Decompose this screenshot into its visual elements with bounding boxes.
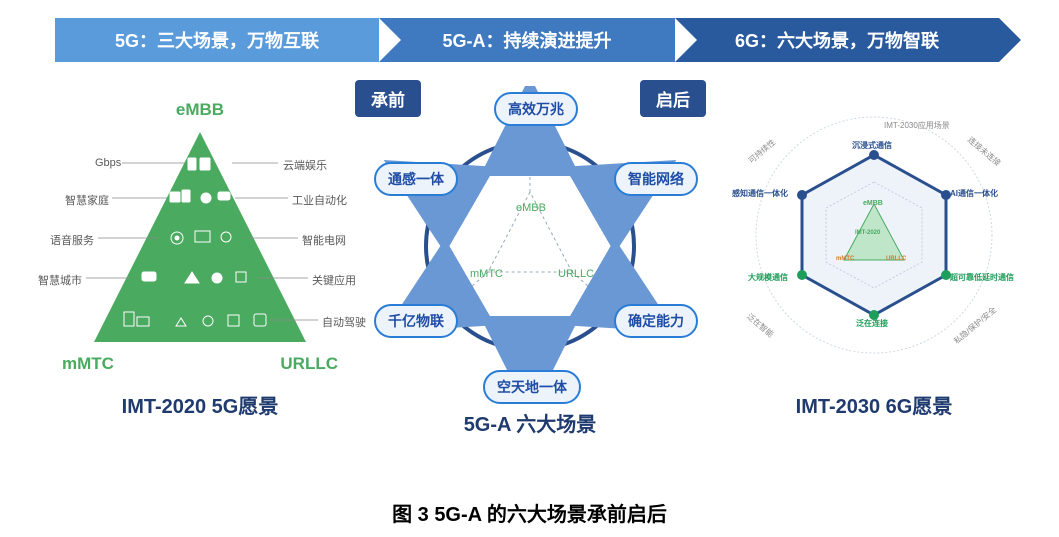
panel-5g-title: IMT-2020 5G愿景 <box>30 390 370 419</box>
figure-caption: 图 3 5G-A 的六大场景承前启后 <box>0 498 1059 527</box>
inner-mmtc: mMTC <box>470 268 503 280</box>
label-city: 智慧城市 <box>38 272 82 288</box>
panel-5g: eMBB mMTC URLLC Gbps 智慧家庭 语音服务 智慧城市 云端娱乐… <box>30 100 370 440</box>
arrow-banners: 5G：三大场景，万物互联5G-A：持续演进提升6G：六大场景，万物智联 <box>55 18 1015 62</box>
arrow-0: 5G：三大场景，万物互联 <box>55 18 379 62</box>
label-grid: 智能电网 <box>302 232 346 248</box>
arrow-1: 5G-A：持续演进提升 <box>379 18 675 62</box>
arrow-2: 6G：六大场景，万物智联 <box>675 18 999 62</box>
panel-6g-title: IMT-2030 6G愿景 <box>724 390 1024 419</box>
label-voice: 语音服务 <box>50 232 94 248</box>
hv-bl: 大规模通信 <box>748 272 788 283</box>
label-auto: 自动驾驶 <box>322 314 366 330</box>
hv-top: 沉浸式通信 <box>852 140 892 151</box>
capsule-tr: 智能网络 <box>614 162 698 196</box>
outer-ring-label: IMT-2030应用场景 <box>884 120 950 131</box>
hv-tl: 感知通信一体化 <box>732 188 788 199</box>
panel-6g: 沉浸式通信 AI通信一体化 超可靠低延时通信 泛在连接 大规模通信 感知通信一体… <box>724 100 1024 440</box>
inner-urllc-6g: URLLC <box>886 256 906 262</box>
hv-tr: AI通信一体化 <box>950 188 998 199</box>
label-critical: 关键应用 <box>312 272 356 288</box>
label-industrial: 工业自动化 <box>292 192 347 208</box>
inner-embb-6g: eMBB <box>863 200 883 207</box>
capsule-br: 确定能力 <box>614 304 698 338</box>
panel-5ga: eMBB mMTC URLLC 高效万兆 智能网络 确定能力 空天地一体 千亿物… <box>370 86 690 446</box>
capsule-bl: 千亿物联 <box>374 304 458 338</box>
circle-svg <box>370 86 690 396</box>
inner-mmtc-6g: mMTC <box>836 256 854 262</box>
inner-embb: eMBB <box>516 202 546 214</box>
hv-bottom: 泛在连接 <box>856 318 888 329</box>
capsule-bottom: 空天地一体 <box>483 370 581 404</box>
inner-urllc: URLLC <box>558 268 594 280</box>
label-cloud: 云端娱乐 <box>283 157 327 173</box>
inner-imt-6g: IMT-2020 <box>855 230 880 236</box>
label-home: 智慧家庭 <box>65 192 109 208</box>
capsule-top: 高效万兆 <box>494 92 578 126</box>
label-gbps: Gbps <box>95 157 121 169</box>
hv-br: 超可靠低延时通信 <box>950 272 1014 283</box>
panel-5ga-title: 5G-A 六大场景 <box>370 408 690 437</box>
capsule-tl: 通感一体 <box>374 162 458 196</box>
